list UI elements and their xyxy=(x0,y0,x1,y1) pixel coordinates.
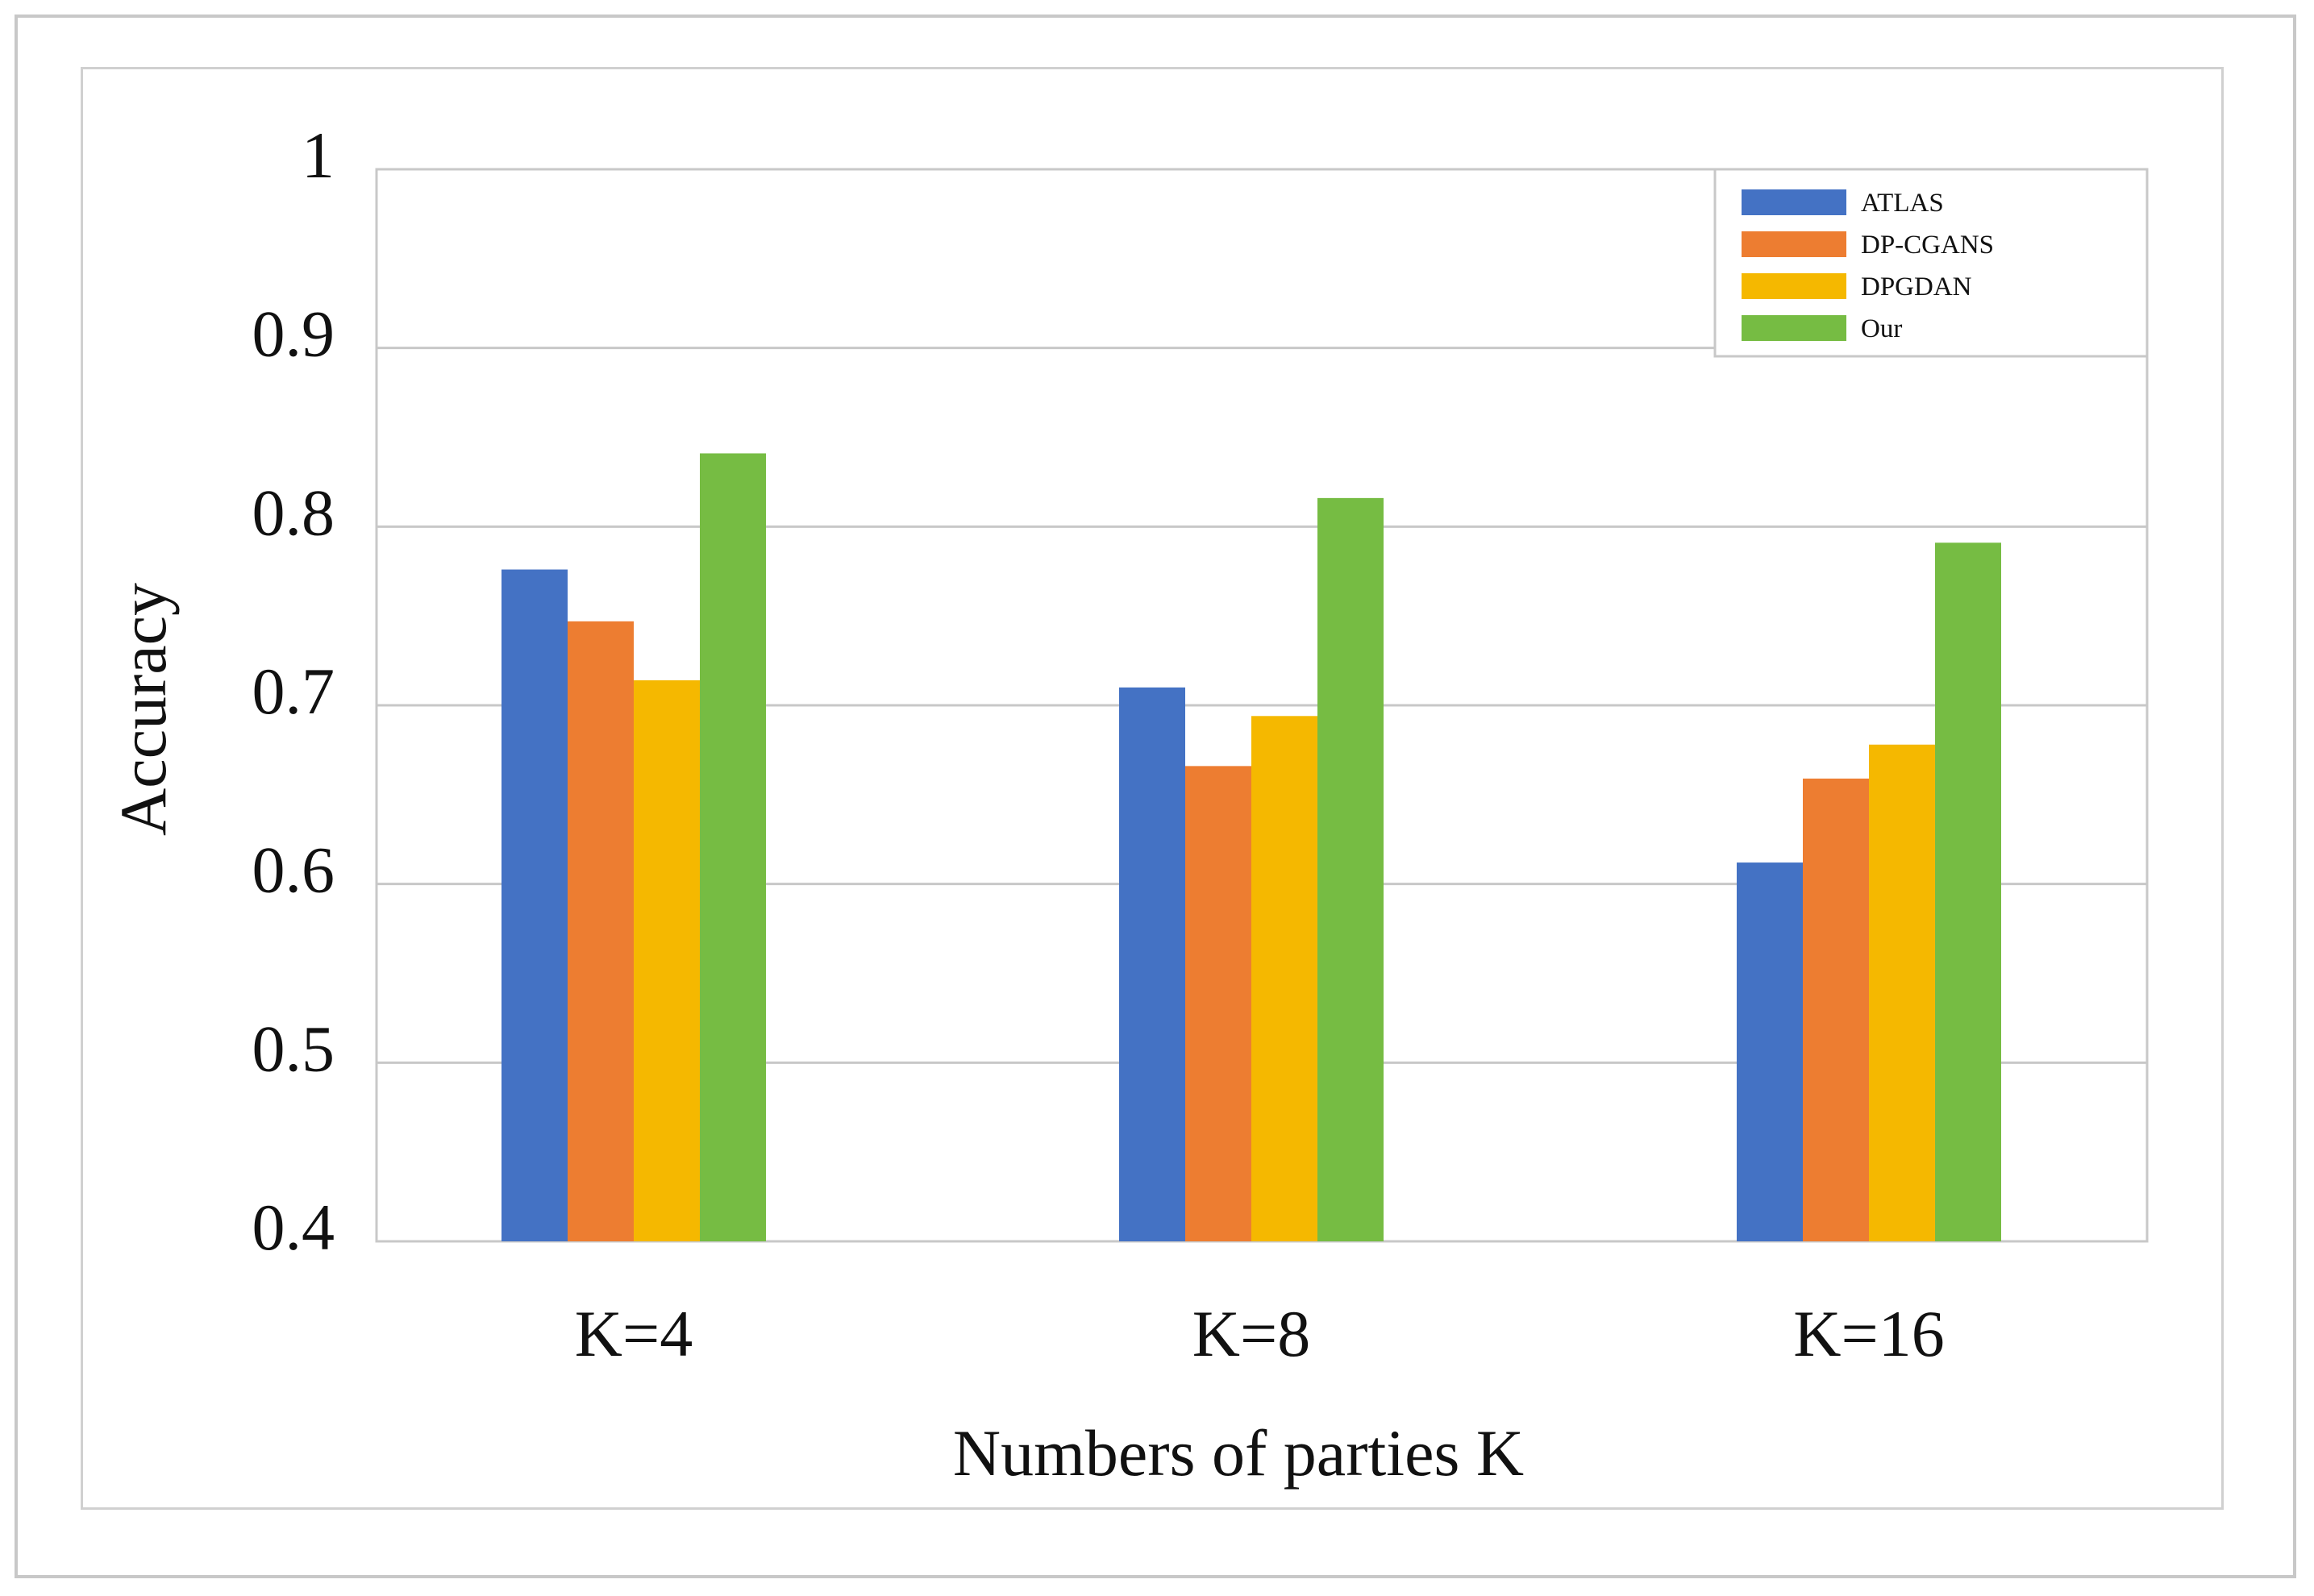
bar-atlas-k8 xyxy=(1119,687,1185,1241)
x-tick-label: K=8 xyxy=(1192,1297,1310,1370)
y-tick-label: 0.8 xyxy=(252,476,335,549)
legend-label-our: Our xyxy=(1861,314,1902,343)
legend-swatch-dp-cgans xyxy=(1742,231,1846,257)
bar-dpgdan-k16 xyxy=(1869,744,1935,1241)
y-tick-label: 0.6 xyxy=(252,833,335,907)
bar-dpgdan-k8 xyxy=(1251,716,1317,1241)
y-tick-label: 0.5 xyxy=(252,1012,335,1085)
x-tick-label: K=16 xyxy=(1793,1297,1944,1370)
bar-our-k16 xyxy=(1935,542,2001,1241)
legend-swatch-atlas xyxy=(1742,189,1846,215)
legend-label-atlas: ATLAS xyxy=(1861,189,1944,218)
bar-our-k8 xyxy=(1317,497,1384,1241)
bar-dp-cgans-k16 xyxy=(1803,778,1869,1241)
x-axis-ticks: K=4 K=8 K=16 xyxy=(575,1297,1945,1370)
y-tick-label: 0.7 xyxy=(252,655,335,728)
y-axis-title: Accuracy xyxy=(106,583,180,836)
bar-atlas-k16 xyxy=(1737,862,1803,1241)
legend-swatch-dpgdan xyxy=(1742,273,1846,299)
y-axis-ticks: 0.4 0.5 0.6 0.7 0.8 0.9 1 xyxy=(252,118,335,1264)
y-tick-label: 0.9 xyxy=(252,297,335,371)
bar-dpgdan-k4 xyxy=(634,680,700,1241)
x-tick-label: K=4 xyxy=(575,1297,693,1370)
legend-label-dp-cgans: DP-CGANS xyxy=(1861,231,1994,260)
y-tick-label: 1 xyxy=(302,118,335,192)
bar-dp-cgans-k4 xyxy=(568,621,634,1241)
bars xyxy=(502,453,2001,1241)
legend-swatch-our xyxy=(1742,315,1846,341)
x-axis-title: Numbers of parties K xyxy=(953,1416,1524,1490)
legend-label-dpgdan: DPGDAN xyxy=(1861,272,1972,301)
bar-dp-cgans-k8 xyxy=(1185,766,1251,1241)
legend: ATLAS DP-CGANS DPGDAN Our xyxy=(1713,168,2149,358)
bar-atlas-k4 xyxy=(502,569,568,1241)
bar-our-k4 xyxy=(700,453,766,1241)
y-tick-label: 0.4 xyxy=(252,1191,335,1264)
